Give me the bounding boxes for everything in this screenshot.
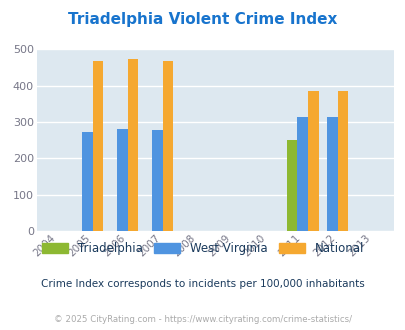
- Legend: Triadelphia, West Virginia, National: Triadelphia, West Virginia, National: [37, 237, 368, 260]
- Bar: [307, 90, 318, 231]
- Bar: [326, 116, 337, 231]
- Bar: [82, 132, 92, 231]
- Text: © 2025 CityRating.com - https://www.cityrating.com/crime-statistics/: © 2025 CityRating.com - https://www.city…: [54, 315, 351, 324]
- Bar: [286, 140, 297, 231]
- Bar: [92, 61, 103, 231]
- Bar: [162, 61, 173, 231]
- Bar: [297, 116, 307, 231]
- Bar: [127, 59, 138, 231]
- Text: Triadelphia Violent Crime Index: Triadelphia Violent Crime Index: [68, 12, 337, 26]
- Bar: [337, 90, 347, 231]
- Bar: [117, 129, 127, 231]
- Bar: [152, 130, 162, 231]
- Text: Crime Index corresponds to incidents per 100,000 inhabitants: Crime Index corresponds to incidents per…: [41, 279, 364, 289]
